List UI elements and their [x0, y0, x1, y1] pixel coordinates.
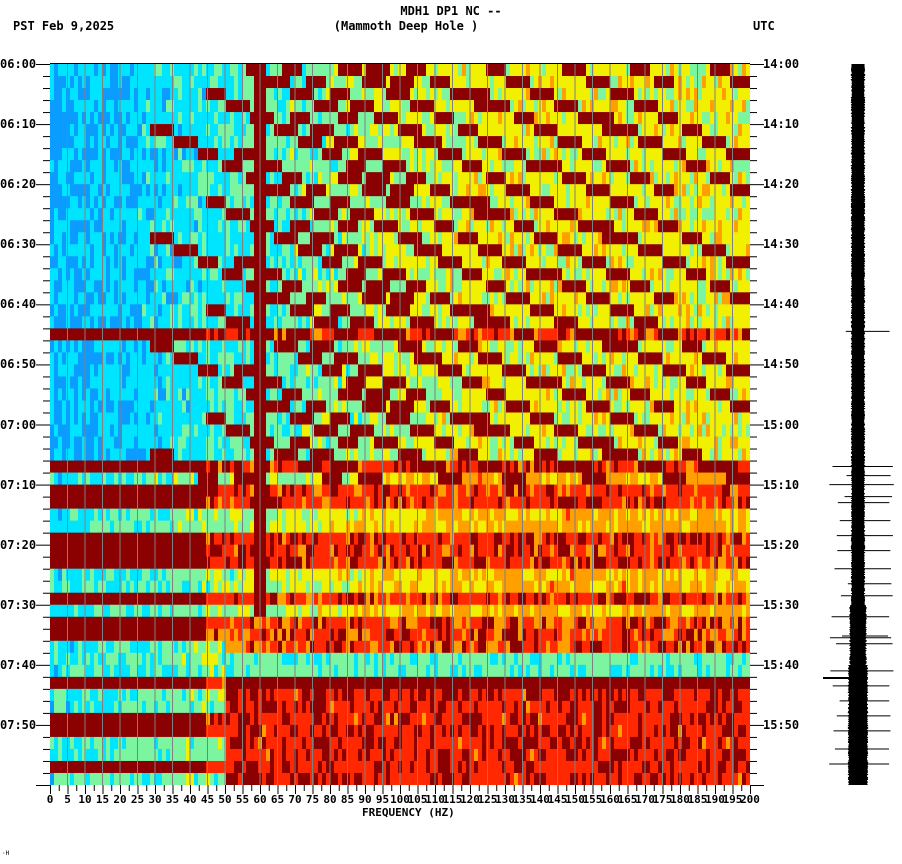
station-subtitle: (Mammoth Deep Hole ) — [333, 19, 479, 33]
frequency-tick-label: 80 — [323, 793, 337, 806]
spectrogram-plot — [50, 64, 750, 785]
time-tick-label-pst: 06:30 — [0, 237, 37, 252]
time-tick-label-pst: 06:40 — [0, 297, 37, 312]
frequency-tick-label: 200 — [740, 793, 760, 806]
frequency-tick-label: 125 — [477, 793, 498, 806]
frequency-tick-label: 35 — [165, 793, 180, 806]
frequency-axis-title: FREQUENCY (HZ) — [362, 806, 455, 819]
frequency-tick-label: 170 — [635, 793, 655, 806]
time-tick-label-pst: 07:00 — [0, 417, 37, 432]
time-tick-label-pst: 06:00 — [0, 57, 37, 71]
frequency-tick-label: 120 — [460, 793, 480, 806]
time-tick-label-utc: 14:20 — [763, 177, 800, 192]
frequency-tick-label: 40 — [183, 793, 197, 806]
time-tick-label-utc: 15:20 — [763, 537, 800, 552]
frequency-tick-label: 195 — [722, 793, 743, 806]
frequency-tick-label: 5 — [64, 793, 71, 806]
frequency-tick-label: 65 — [270, 793, 285, 806]
frequency-tick-label: 10 — [78, 793, 92, 806]
time-tick-label-pst: 06:20 — [0, 177, 37, 192]
time-tick-label-utc: 15:50 — [763, 717, 800, 732]
time-tick-label-pst: 07:40 — [0, 657, 37, 672]
frequency-tick-label: 155 — [582, 793, 603, 806]
time-tick-label-utc: 14:00 — [763, 57, 800, 71]
frequency-tick-label: 160 — [600, 793, 620, 806]
frequency-tick-label: 25 — [130, 793, 145, 806]
frequency-tick-label: 110 — [425, 793, 445, 806]
frequency-tick-label: 175 — [652, 793, 673, 806]
frequency-tick-label: 185 — [687, 793, 708, 806]
time-tick-label-utc: 14:50 — [763, 357, 800, 372]
time-tick-label-utc: 15:40 — [763, 657, 800, 672]
time-tick-label-pst: 06:10 — [0, 117, 37, 132]
frequency-tick-label: 60 — [253, 793, 267, 806]
frequency-tick-label: 115 — [442, 793, 463, 806]
frequency-tick-label: 50 — [218, 793, 232, 806]
frequency-tick-label: 180 — [670, 793, 690, 806]
frequency-tick-label: 135 — [512, 793, 533, 806]
time-tick-label-pst: 07:30 — [0, 597, 37, 612]
frequency-tick-label: 75 — [305, 793, 320, 806]
seismogram-trace — [820, 64, 900, 785]
time-tick-label-utc: 14:30 — [763, 237, 800, 252]
frequency-tick-label: 145 — [547, 793, 568, 806]
frequency-tick-label: 85 — [340, 793, 355, 806]
frequency-tick-label: 70 — [288, 793, 302, 806]
frequency-tick-label: 90 — [358, 793, 372, 806]
time-tick-label-pst: 07:20 — [0, 537, 37, 552]
frequency-tick-label: 95 — [375, 793, 390, 806]
time-tick-label-utc: 14:40 — [763, 297, 800, 312]
station-title: MDH1 DP1 NC -- — [400, 4, 502, 18]
frequency-tick-label: 15 — [95, 793, 110, 806]
frequency-tick-label: 130 — [495, 793, 515, 806]
frequency-tick-label: 45 — [200, 793, 215, 806]
frequency-tick-label: 165 — [617, 793, 638, 806]
frequency-tick-label: 105 — [407, 793, 428, 806]
time-tick-label-utc: 14:10 — [763, 117, 800, 132]
frequency-tick-label: 55 — [235, 793, 250, 806]
time-tick-label-utc: 15:00 — [763, 417, 800, 432]
frequency-tick-label: 0 — [46, 793, 54, 806]
frequency-tick-label: 20 — [113, 793, 127, 806]
corner-mark: ·H — [2, 850, 10, 857]
frequency-tick-label: 100 — [390, 793, 410, 806]
time-tick-label-utc: 15:10 — [763, 477, 800, 492]
left-timezone-date: PST Feb 9,2025 — [13, 19, 115, 33]
time-tick-label-pst: 07:10 — [0, 477, 37, 492]
frequency-tick-label: 30 — [148, 793, 162, 806]
right-timezone: UTC — [753, 19, 775, 33]
frequency-tick-label: 190 — [705, 793, 725, 806]
time-tick-label-pst: 06:50 — [0, 357, 37, 372]
time-tick-label-utc: 15:30 — [763, 597, 800, 612]
frequency-tick-label: 140 — [530, 793, 550, 806]
time-tick-label-pst: 07:50 — [0, 717, 37, 732]
frequency-tick-label: 150 — [565, 793, 585, 806]
